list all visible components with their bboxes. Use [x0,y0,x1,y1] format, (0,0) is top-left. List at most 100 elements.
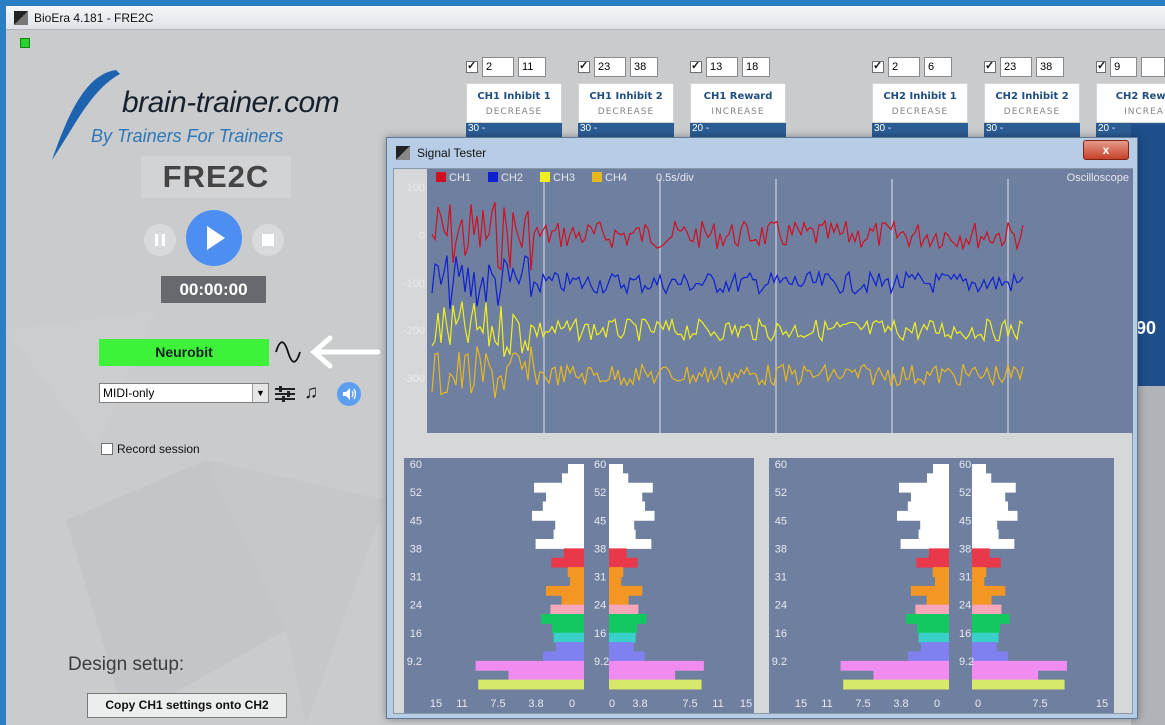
channel-card[interactable]: CH2 Inhibit 1 DECREASE [872,83,968,123]
stop-button[interactable] [252,224,284,256]
logo: brain-trainer.com By Trainers For Traine… [46,64,346,164]
sliders-icon[interactable] [274,385,296,403]
spectrum-bar [972,576,985,587]
channel-card[interactable]: CH1 Reward INCREASE [690,83,786,123]
channel-card[interactable]: CH1 Inhibit 2 DECREASE [578,83,674,123]
band-low-field[interactable]: 2 [888,57,920,77]
oscilloscope-plot-area [427,169,1133,433]
band-high-field[interactable]: 11 [518,57,546,77]
spectrum-bar [917,623,949,634]
spectrum-bar [563,548,584,559]
frequency-tick-label: 31 [775,572,787,584]
frequency-tick-label: 9.2 [407,656,422,668]
music-note-icon[interactable]: ♫ [304,382,319,403]
spectrum-bar [609,464,623,474]
band-high-field[interactable] [1141,57,1165,77]
frequency-tick-label: 52 [959,487,971,499]
spectrum-bar [609,623,637,634]
channel-enable-checkbox[interactable] [984,59,996,73]
spectrum-bar [609,510,655,521]
spectrum-bar [972,464,986,474]
frequency-tick-label: 31 [410,572,422,584]
play-button[interactable] [186,210,242,266]
spectrum-group-ch2 [769,458,1114,713]
band-high-field[interactable]: 6 [924,57,952,77]
design-setup-heading: Design setup: [68,654,185,675]
spectrum-bar [972,529,999,540]
band-low-field[interactable]: 2 [482,57,514,77]
amplitude-tick-label: 11 [821,698,832,710]
frequency-tick-label: 31 [959,572,971,584]
amplitude-tick-label: 0 [975,698,981,710]
channel-name: CH2 Inhibit 1 [883,91,957,102]
y-tick-label: -200 [403,325,425,337]
band-high-field[interactable]: 18 [742,57,770,77]
band-low-field[interactable]: 9 [1110,57,1138,77]
speaker-button[interactable] [337,382,361,406]
channel-card[interactable]: CH2 Inhibit 2 DECREASE [984,83,1080,123]
frequency-tick-label: 52 [775,487,787,499]
spectrum-bar [918,529,949,540]
legend-label: CH4 [605,172,627,184]
frequency-tick-label: 24 [775,600,787,612]
spectrum-bar [552,623,584,634]
frequency-tick-label: 38 [959,543,971,555]
scale-label: 30 [580,123,592,134]
oscilloscope-panel: 100 0 -100 -200 -300 CH1 CH2 CH3 CH4 0.5s/div Osci… [403,169,1133,433]
channel-card[interactable]: CH1 Inhibit 1 DECREASE [466,83,562,123]
spectrum-bar [609,679,702,690]
spectrum-group-ch1 [404,458,754,713]
amplitude-tick-label: 3.8 [632,698,647,710]
device-button[interactable]: Neurobit [99,339,269,366]
channel-card[interactable]: CH2 Rewa INCREA [1096,83,1165,123]
record-session-checkbox[interactable] [101,443,113,455]
dialog-body: 100 0 -100 -200 -300 CH1 CH2 CH3 CH4 0.5s/div Osci… [393,168,1133,714]
pause-button[interactable] [144,224,176,256]
midi-select[interactable]: MIDI-only ▼ [99,383,269,403]
dialog-title-bar[interactable]: Signal Tester x [387,138,1137,166]
spectrum-bar [972,501,1009,512]
frequency-tick-label: 9.2 [772,656,787,668]
scale-label: 20 [1098,123,1110,134]
spectrum-bar [972,567,987,577]
close-button[interactable]: x [1083,140,1129,160]
amplitude-tick-label: 15 [795,698,807,710]
close-icon: x [1102,143,1110,157]
legend-swatch [488,172,498,182]
band-low-field[interactable]: 23 [594,57,626,77]
amplitude-tick-label: 11 [456,698,467,710]
app-icon [14,11,28,25]
pause-icon [155,234,165,246]
copy-settings-button[interactable]: Copy CH1 settings onto CH2 [87,693,287,718]
play-icon [207,226,225,250]
channel-enable-checkbox[interactable] [578,59,590,73]
midi-select-value: MIDI-only [103,386,155,400]
channel-trace [431,346,1024,399]
title-bar: BioEra 4.181 - FRE2C [6,6,1165,30]
spectrum-bar [550,604,584,615]
logo-tagline: By Trainers For Trainers [91,126,284,146]
sine-wave-icon[interactable] [274,341,302,363]
status-indicator [20,38,30,48]
arrow-left-icon [310,335,381,369]
band-low-field[interactable]: 13 [706,57,738,77]
amplitude-tick-label: 0 [934,698,940,710]
spectrum-bar [609,492,643,502]
band-high-field[interactable]: 38 [1036,57,1064,77]
record-session-row[interactable]: Record session [101,442,200,456]
band-low-field[interactable]: 23 [1000,57,1032,77]
spectrum-bar [900,539,949,549]
logo-swoosh-icon [52,70,120,160]
chevron-down-icon[interactable]: ▼ [252,384,268,402]
frequency-tick-label: 38 [410,543,422,555]
y-tick-label: -100 [403,278,425,290]
spectrum-bar [562,473,584,484]
channel-enable-checkbox[interactable] [1096,59,1106,73]
channel-enable-checkbox[interactable] [466,59,478,73]
channel-mode: INCREASE [711,107,765,117]
channel-enable-checkbox[interactable] [872,59,884,73]
spectrum-bar [934,576,949,587]
band-high-field[interactable]: 38 [630,57,658,77]
channel-enable-checkbox[interactable] [690,59,702,73]
spectrum-bar [545,585,584,596]
